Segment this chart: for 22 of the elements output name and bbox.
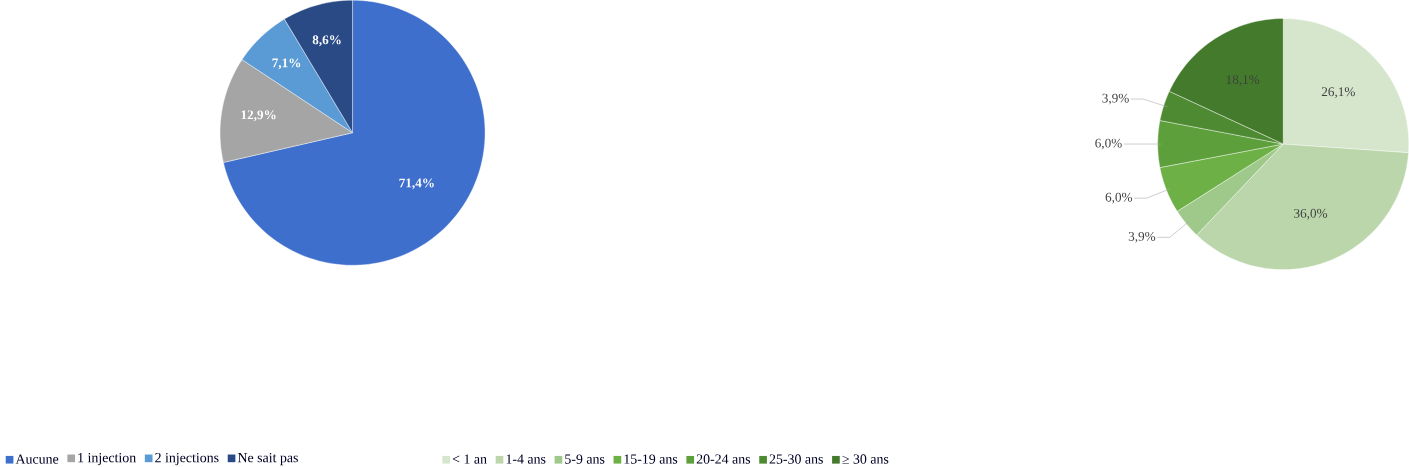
data-label: 12,9%	[241, 110, 276, 122]
legend-label: 2 injections	[155, 453, 219, 466]
data-label: 8,6%	[312, 35, 341, 47]
legend-label: 20-24 ans	[696, 454, 751, 464]
legend-label: < 1 an	[452, 454, 487, 464]
data-label: 26,1%	[1321, 87, 1355, 99]
legend-label: ≥ 30 ans	[842, 454, 889, 464]
data-label: 3,9%	[1102, 93, 1129, 105]
legend-label: 25-30 ans	[769, 454, 823, 464]
legend-label: 5-9 ans	[565, 454, 605, 464]
legend-label: Aucune	[15, 454, 59, 464]
data-label: 18,1%	[1226, 75, 1260, 87]
data-label: 3,9%	[1128, 232, 1156, 243]
legend-label: 15-19 ans	[624, 454, 678, 464]
data-label: 36,0%	[1294, 208, 1328, 220]
legend-label: Ne sait pas	[237, 453, 298, 466]
data-label: 6,0%	[1095, 138, 1122, 150]
legend-label: 1 injection	[78, 453, 136, 466]
data-label: 7,1%	[272, 58, 301, 70]
legend-label: 1-4 ans	[506, 454, 546, 464]
data-label: 6,0%	[1105, 192, 1133, 204]
data-label: 71,4%	[399, 178, 434, 190]
